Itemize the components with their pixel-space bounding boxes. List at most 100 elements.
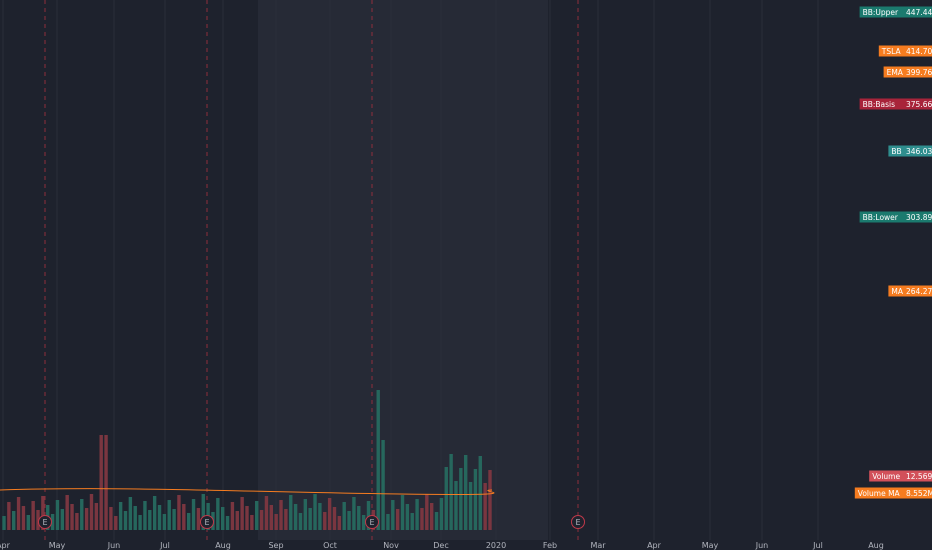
earnings-marker (200, 515, 214, 529)
grid (2, 0, 877, 540)
price-tag-label: BB:Basis (863, 100, 896, 109)
earnings-marker-label: E (575, 518, 580, 527)
volume-bar (177, 495, 181, 530)
time-tick-label: Nov (383, 541, 399, 550)
time-tick-label: Apr (647, 541, 662, 550)
volume-bar (386, 514, 390, 530)
price-tag-value: 447.44 (906, 8, 932, 17)
selection-band (258, 0, 548, 540)
volume-bar (395, 509, 400, 530)
price-tag-label-box (859, 211, 904, 223)
earnings-marker (365, 515, 379, 529)
volume-bar (26, 515, 31, 530)
volume-bar (12, 511, 16, 530)
price-tag-label-box (869, 470, 904, 482)
volume-bar (162, 514, 167, 530)
volume-bar (342, 502, 346, 530)
volume-bar (138, 515, 142, 530)
volume-bar (318, 503, 322, 530)
price-tag-value-box (904, 145, 932, 157)
price-tag-value: 12.569M (906, 472, 932, 481)
volume-bar (104, 435, 108, 530)
volume-bar (347, 511, 351, 530)
price-tag-label: BB:Lower (863, 213, 899, 222)
price-tag-label-box (878, 45, 904, 57)
price-tag-value: 303.89 (906, 213, 932, 222)
volume-bar (429, 503, 434, 530)
volume-bar (298, 513, 303, 530)
price-tag-value-box (904, 285, 932, 297)
volume-bar (36, 510, 40, 530)
volume-bar (308, 508, 312, 530)
volume-bar (405, 504, 410, 530)
price-tag-label: BB (891, 147, 901, 156)
volume-bar (376, 390, 380, 530)
price-tag-label: EMA (887, 68, 904, 77)
price-tag-label-box (888, 285, 904, 297)
time-tick-label: Oct (323, 541, 337, 550)
volume-bar (230, 502, 235, 530)
price-tag-value: 346.03 (906, 147, 932, 156)
volume-bar (94, 503, 99, 530)
volume-bar (21, 506, 26, 530)
volume-bar (70, 504, 74, 530)
volume-bar (327, 498, 332, 530)
volume-bar (182, 504, 186, 530)
earnings-marker (571, 515, 585, 529)
time-tick-label: Aug (868, 541, 884, 550)
price-tag-value-box (904, 6, 932, 18)
time-tick-label: Apr (0, 541, 11, 550)
volume-bar (454, 481, 458, 530)
dashed-session-lines (44, 0, 579, 540)
volume-bar (31, 501, 35, 530)
volume-bar (201, 494, 205, 530)
time-axis[interactable]: Apr May Jun Jul Aug Sep Oct Nov Dec 2020 Feb Mar Apr… (0, 540, 932, 550)
price-tag-value: 414.70 (906, 47, 932, 56)
volume-bar (152, 496, 157, 530)
price-tag-value-box (904, 487, 932, 499)
volume-bar (483, 483, 487, 530)
price-tag-label-box (859, 98, 904, 110)
volume-bar (352, 497, 356, 530)
volume-bar (381, 440, 385, 530)
volume-bar (191, 499, 196, 530)
time-tick-label: Sep (268, 541, 283, 550)
indicator-lines (0, 488, 495, 495)
volume-bar (60, 509, 65, 530)
volume-bar (459, 468, 463, 530)
volume-bar (84, 508, 89, 530)
time-tick-label: 2020 (486, 541, 506, 550)
volume-bar (50, 514, 55, 530)
time-tick-label: Jul (812, 541, 823, 550)
volume-bar (148, 510, 152, 530)
price-tag-value: 264.27 (906, 287, 932, 296)
volume-bar (323, 512, 327, 530)
volume-bar (415, 499, 419, 530)
volume-bar (313, 494, 317, 530)
volume-bar (488, 470, 492, 530)
price-tag-value-box (904, 470, 932, 482)
volume-bar (274, 514, 278, 530)
volume-bar (143, 501, 147, 530)
volume-bar (196, 508, 201, 530)
volume-bar (478, 456, 482, 530)
volume-bar (337, 516, 342, 530)
price-tag-value-box (904, 66, 932, 78)
time-tick-label: Jul (159, 541, 170, 550)
volume-bar (289, 495, 293, 530)
volume-bar (357, 506, 361, 530)
price-tag-value: 399.76 (906, 68, 932, 77)
volume-bar (425, 494, 429, 530)
price-tag-label-box (854, 487, 904, 499)
price-tag-label: MA (891, 287, 903, 296)
volume-bars (2, 390, 492, 530)
price-tag-label-box (859, 6, 904, 18)
volume-bar (225, 516, 230, 530)
time-tick-label: Mar (590, 541, 606, 550)
volume-bar (2, 516, 6, 530)
volume-bar (167, 500, 171, 530)
time-tick-label: Jun (755, 541, 769, 550)
volume-bar (157, 505, 162, 530)
